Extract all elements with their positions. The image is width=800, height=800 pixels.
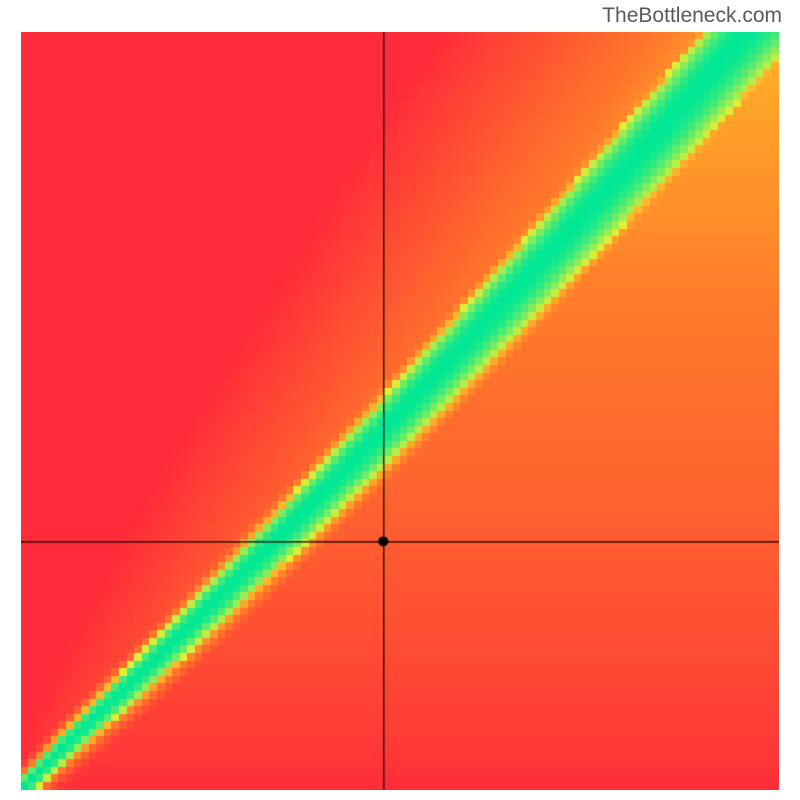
- heatmap-plot: [21, 32, 779, 790]
- heatmap-canvas: [21, 32, 779, 790]
- chart-container: TheBottleneck.com: [0, 0, 800, 800]
- watermark-text: TheBottleneck.com: [602, 4, 782, 28]
